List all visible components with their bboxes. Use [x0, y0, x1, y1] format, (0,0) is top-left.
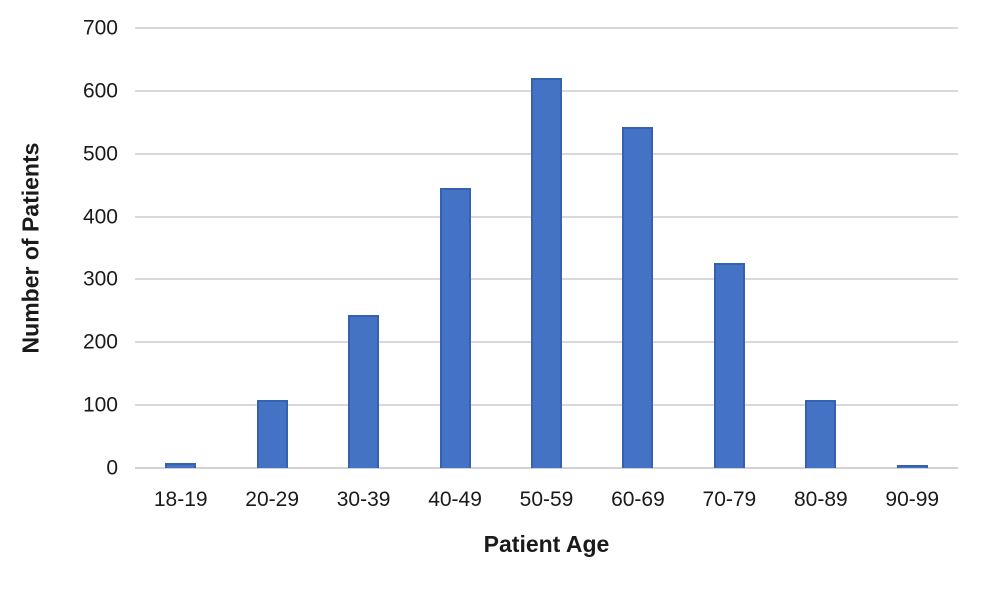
bar-60-69 [622, 127, 654, 468]
x-tick-label-40-49: 40-49 [428, 488, 482, 511]
bar-20-29 [256, 400, 288, 468]
x-axis-line [135, 467, 958, 469]
plot-area [135, 27, 958, 469]
x-tick-label-70-79: 70-79 [702, 488, 757, 511]
y-tick-label-200: 200 [82, 330, 118, 354]
x-tick-label-80-89: 80-89 [793, 488, 848, 511]
y-tick-label-700: 700 [82, 16, 118, 40]
x-tick-label-60-69: 60-69 [611, 488, 665, 511]
x-tick-label-20-29: 20-29 [245, 488, 300, 511]
y-tick-label-400: 400 [82, 205, 118, 229]
y-axis-tick-labels: 0 100 200 300 400 500 600 700 [0, 18, 118, 479]
gridline-700 [135, 27, 958, 29]
y-tick-label-500: 500 [82, 142, 118, 166]
x-axis-title: Patient Age [483, 531, 610, 557]
bar-50-59 [531, 78, 562, 468]
bar-80-89 [805, 400, 837, 468]
x-tick-label-90-99: 90-99 [885, 488, 940, 511]
bar-40-49 [439, 188, 471, 468]
bar-18-19 [165, 463, 197, 468]
x-tick-label-50-59: 50-59 [519, 488, 574, 511]
x-tick-label-30-39: 30-39 [336, 488, 391, 511]
y-tick-label-100: 100 [82, 393, 118, 417]
y-tick-label-0: 0 [106, 456, 118, 480]
bar-30-39 [348, 315, 380, 468]
x-tick-label-18-19: 18-19 [153, 488, 208, 511]
bar-90-99 [896, 465, 928, 468]
y-tick-label-600: 600 [82, 79, 118, 103]
bar-70-79 [713, 263, 745, 468]
x-axis-tick-labels: 18-19 20-29 30-39 40-49 50-59 60-69 70-79 80-89… [135, 487, 958, 515]
y-tick-label-300: 300 [82, 267, 118, 291]
